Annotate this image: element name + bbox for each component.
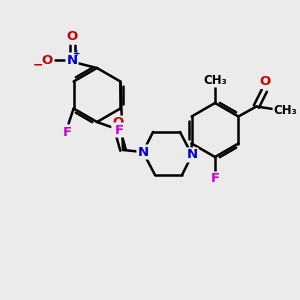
Text: N: N <box>137 146 148 158</box>
Text: O: O <box>112 116 124 130</box>
Text: N: N <box>186 148 198 161</box>
Text: N: N <box>66 53 78 67</box>
Text: +: + <box>73 49 81 58</box>
Text: CH₃: CH₃ <box>203 74 227 86</box>
Text: O: O <box>41 53 52 67</box>
Text: O: O <box>260 75 271 88</box>
Text: −: − <box>33 58 43 71</box>
Text: O: O <box>66 31 78 44</box>
Text: F: F <box>63 126 72 139</box>
Text: F: F <box>114 124 124 136</box>
Text: F: F <box>210 172 220 185</box>
Text: CH₃: CH₃ <box>274 104 297 117</box>
